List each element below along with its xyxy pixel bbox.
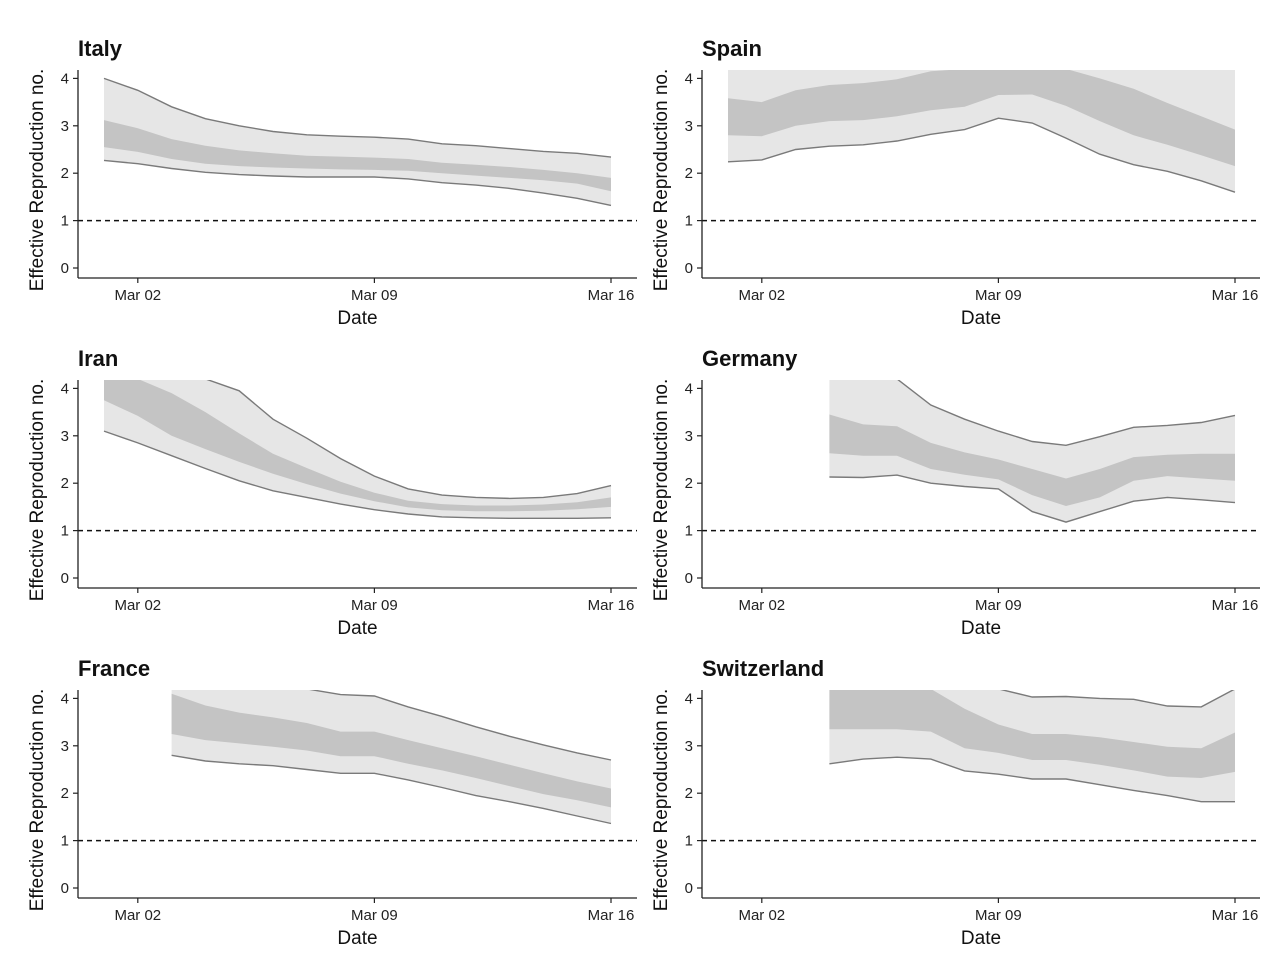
- inner-credible-band: [104, 120, 611, 192]
- upper-bound-line: [999, 690, 1235, 708]
- y-axis-title: Effective Reproduction no.: [651, 69, 672, 292]
- y-axis-title: Effective Reproduction no.: [651, 689, 672, 912]
- x-tick-label: Mar 09: [351, 597, 398, 614]
- y-axis-title: Effective Reproduction no.: [27, 69, 48, 292]
- panel-germany: 0 1 2 3 4 Mar 02 Mar 09 Mar 16 Date Effective Rep…: [651, 346, 1260, 639]
- x-tick-label: Mar 02: [738, 287, 785, 304]
- inner-credible-band: [829, 690, 1235, 778]
- y-tick-label: 4: [61, 690, 69, 707]
- inner-credible-band: [171, 693, 611, 808]
- panel-switzerland: 0 1 2 3 4 Mar 02 Mar 09 Mar 16 Date Effective Rep…: [651, 656, 1260, 949]
- y-tick-label: 1: [61, 833, 69, 850]
- inner-credible-band: [728, 70, 1235, 167]
- x-tick-label: Mar 09: [351, 907, 398, 924]
- y-tick-label: 4: [61, 380, 69, 397]
- y-tick-label: 3: [685, 738, 693, 755]
- y-axis-title: Effective Reproduction no.: [27, 689, 48, 912]
- y-tick-label: 1: [61, 213, 69, 230]
- inner-credible-band: [829, 414, 1235, 506]
- y-tick-label: 3: [61, 738, 69, 755]
- x-tick-label: Mar 16: [1212, 597, 1259, 614]
- panel-spain: 0 1 2 3 4 Mar 02 Mar 09 Mar 16 Date Effective Rep…: [651, 36, 1260, 329]
- outer-credible-band: [829, 380, 1235, 523]
- lower-bound-line: [103, 159, 612, 207]
- x-axis-title: Date: [337, 308, 377, 329]
- panel-france: 0 1 2 3 4 Mar 02 Mar 09 Mar 16 Date Effective Rep…: [27, 656, 637, 949]
- outer-credible-band: [104, 380, 611, 519]
- x-axis-title: Date: [961, 308, 1001, 329]
- x-axis-title: Date: [337, 928, 377, 949]
- y-tick-label: 1: [685, 213, 693, 230]
- x-tick-label: Mar 16: [588, 907, 635, 924]
- y-tick-label: 2: [685, 475, 693, 492]
- y-axis-title: Effective Reproduction no.: [651, 379, 672, 602]
- upper-bound-line: [206, 380, 612, 500]
- y-tick-label: 1: [685, 523, 693, 540]
- panel-title: Germany: [702, 346, 798, 371]
- panel-title: France: [78, 656, 150, 681]
- y-tick-label: 3: [685, 428, 693, 445]
- upper-bound-line: [897, 380, 1236, 447]
- y-tick-label: 3: [61, 118, 69, 135]
- lower-bound-line: [727, 117, 1236, 193]
- inner-credible-band: [104, 380, 611, 512]
- x-tick-label: Mar 09: [975, 597, 1022, 614]
- panel-italy: 0 1 2 3 4 Mar 02 Mar 09 Mar 16 Date Effective Rep…: [27, 36, 637, 329]
- y-tick-label: 4: [685, 70, 693, 87]
- y-tick-label: 3: [685, 118, 693, 135]
- y-tick-label: 3: [61, 428, 69, 445]
- y-tick-label: 0: [61, 880, 69, 897]
- panel-iran: 0 1 2 3 4 Mar 02 Mar 09 Mar 16 Date Effective Rep…: [27, 346, 637, 639]
- x-tick-label: Mar 02: [738, 597, 785, 614]
- lower-bound-line: [171, 754, 612, 825]
- x-tick-label: Mar 02: [114, 287, 161, 304]
- panel-title: Spain: [702, 36, 762, 61]
- x-tick-label: Mar 09: [351, 287, 398, 304]
- y-tick-label: 0: [61, 260, 69, 277]
- x-tick-label: Mar 02: [114, 597, 161, 614]
- x-tick-label: Mar 02: [114, 907, 161, 924]
- x-axis-title: Date: [337, 618, 377, 639]
- y-tick-label: 2: [685, 785, 693, 802]
- y-tick-label: 0: [685, 260, 693, 277]
- y-tick-label: 1: [61, 523, 69, 540]
- panel-title: Italy: [78, 36, 123, 61]
- upper-bound-line: [309, 690, 612, 761]
- y-tick-label: 1: [685, 833, 693, 850]
- y-tick-label: 0: [685, 570, 693, 587]
- x-tick-label: Mar 16: [588, 287, 635, 304]
- y-tick-label: 2: [61, 785, 69, 802]
- y-tick-label: 0: [685, 880, 693, 897]
- y-tick-label: 4: [685, 690, 693, 707]
- lower-bound-line: [103, 430, 612, 519]
- x-tick-label: Mar 02: [738, 907, 785, 924]
- x-tick-label: Mar 16: [1212, 907, 1259, 924]
- y-axis-title: Effective Reproduction no.: [27, 379, 48, 602]
- y-tick-label: 0: [61, 570, 69, 587]
- x-tick-label: Mar 09: [975, 287, 1022, 304]
- y-tick-label: 4: [61, 70, 69, 87]
- upper-bound-line: [103, 77, 612, 158]
- lower-bound-line: [829, 756, 1235, 803]
- y-tick-label: 2: [61, 165, 69, 182]
- x-tick-label: Mar 16: [588, 597, 635, 614]
- x-tick-label: Mar 16: [1212, 287, 1259, 304]
- panel-title: Switzerland: [702, 656, 824, 681]
- panel-title: Iran: [78, 346, 118, 371]
- y-tick-label: 2: [61, 475, 69, 492]
- lower-bound-line: [829, 474, 1236, 523]
- y-tick-label: 4: [685, 380, 693, 397]
- x-axis-title: Date: [961, 928, 1001, 949]
- x-axis-title: Date: [961, 618, 1001, 639]
- x-tick-label: Mar 09: [975, 907, 1022, 924]
- y-tick-label: 2: [685, 165, 693, 182]
